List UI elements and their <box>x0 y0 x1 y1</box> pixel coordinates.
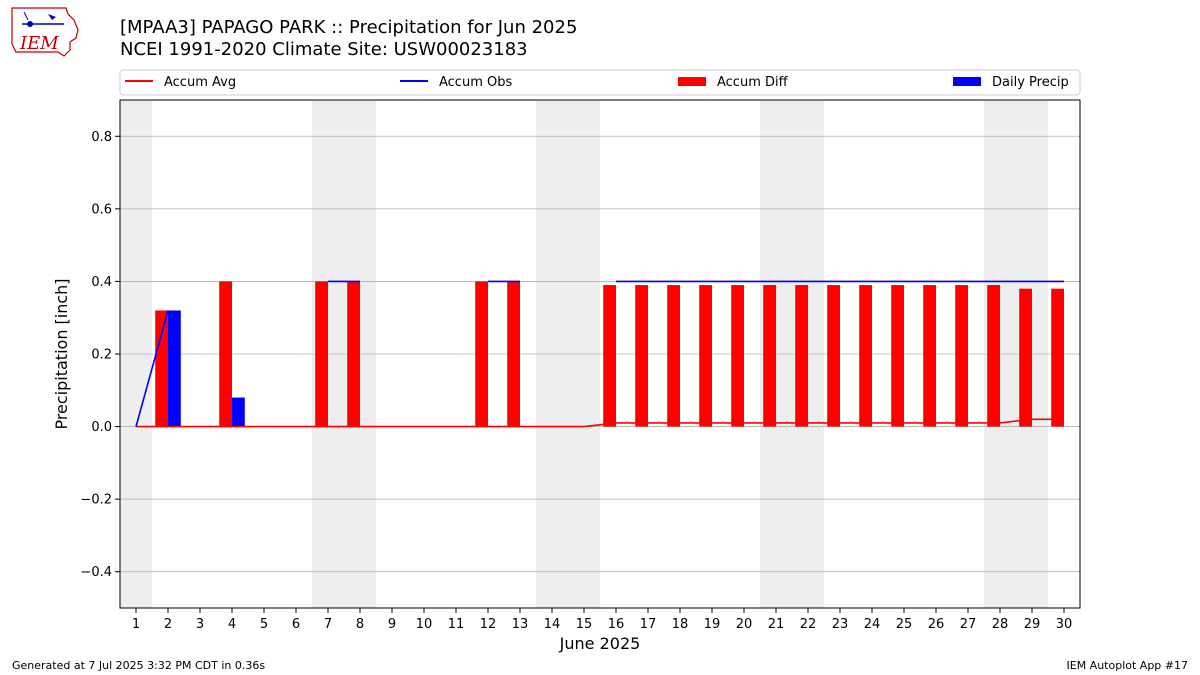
y-tick-label: 0.0 <box>91 420 112 435</box>
accum-diff-bar <box>1051 288 1064 427</box>
accum-diff-bar <box>763 285 776 427</box>
accum-diff-bar <box>731 285 744 427</box>
line-series <box>135 280 1064 428</box>
x-tick-label: 27 <box>960 617 977 632</box>
legend: Accum Avg Accum Obs Accum Diff Daily Precip <box>119 69 1081 96</box>
accum-diff-bar <box>987 285 1000 427</box>
x-tick-label: 12 <box>480 617 497 632</box>
x-tick-label: 30 <box>1056 617 1073 632</box>
x-tick-label: 5 <box>260 617 268 632</box>
accum-obs-line <box>135 280 1064 427</box>
x-tick-label: 1 <box>132 617 140 632</box>
grid-lines <box>120 135 1080 573</box>
x-tick-label: 24 <box>864 617 881 632</box>
x-tick-label: 18 <box>672 617 689 632</box>
y-axis: −0.4 −0.2 0.0 0.2 0.4 0.6 0.8 <box>80 130 120 580</box>
accum-diff-bar <box>603 285 616 427</box>
accum-diff-bar <box>667 285 680 427</box>
x-tick-label: 2 <box>164 617 172 632</box>
x-tick-label: 26 <box>928 617 945 632</box>
x-tick-label: 16 <box>608 617 625 632</box>
y-tick-label: 0.8 <box>91 130 112 145</box>
accum-diff-bar <box>635 285 648 427</box>
accum-diff-bar <box>475 281 488 427</box>
accum-diff-bar <box>155 310 168 427</box>
chart-title: [MPAA3] PAPAGO PARK :: Precipitation for… <box>120 17 578 38</box>
accum-diff-bar <box>347 281 360 427</box>
x-tick-label: 17 <box>640 617 657 632</box>
legend-accum-diff-swatch <box>678 77 706 86</box>
x-tick-label: 29 <box>1024 617 1041 632</box>
x-tick-label: 15 <box>576 617 593 632</box>
x-tick-label: 7 <box>324 617 332 632</box>
accum-diff-bar <box>315 281 328 427</box>
y-tick-label: 0.4 <box>91 275 112 290</box>
x-tick-label: 23 <box>832 617 849 632</box>
y-tick-label: −0.2 <box>80 493 112 508</box>
y-tick-label: 0.6 <box>91 202 112 217</box>
x-tick-label: 28 <box>992 617 1009 632</box>
x-tick-label: 9 <box>388 617 396 632</box>
x-tick-label: 13 <box>512 617 529 632</box>
accum-diff-bar <box>219 281 232 427</box>
x-tick-label: 11 <box>448 617 465 632</box>
daily-precip-bar <box>168 310 181 427</box>
accum-diff-bar <box>923 285 936 427</box>
footer-app-text: IEM Autoplot App #17 <box>1066 659 1189 672</box>
x-tick-label: 4 <box>228 617 236 632</box>
legend-daily-precip-label: Daily Precip <box>992 75 1069 90</box>
y-tick-label: 0.2 <box>91 348 112 363</box>
logo-text: IEM <box>19 33 59 54</box>
legend-daily-precip-swatch <box>953 77 981 86</box>
accum-diff-bar <box>827 285 840 427</box>
legend-accum-avg-label: Accum Avg <box>164 75 236 90</box>
iem-logo: IEM <box>11 7 79 57</box>
accum-diff-bar <box>699 285 712 427</box>
x-tick-label: 20 <box>736 617 753 632</box>
accum-diff-bar <box>507 281 520 427</box>
x-tick-label: 22 <box>800 617 817 632</box>
chart-subtitle: NCEI 1991-2020 Climate Site: USW00023183 <box>120 39 528 60</box>
legend-box <box>119 69 1081 96</box>
x-tick-label: 21 <box>768 617 785 632</box>
accum-diff-bar <box>955 285 968 427</box>
x-axis-label: June 2025 <box>559 634 641 653</box>
legend-accum-obs-label: Accum Obs <box>439 75 512 90</box>
daily-precip-bar <box>232 397 245 427</box>
x-tick-label: 19 <box>704 617 721 632</box>
accum-diff-bar <box>1019 288 1032 427</box>
accum-diff-bar <box>795 285 808 427</box>
footer-generated-text: Generated at 7 Jul 2025 3:32 PM CDT in 0… <box>12 659 266 672</box>
bar-series <box>155 281 1064 427</box>
accum-diff-bar <box>891 285 904 427</box>
x-tick-label: 14 <box>544 617 561 632</box>
x-tick-label: 25 <box>896 617 913 632</box>
x-tick-label: 6 <box>292 617 300 632</box>
x-axis: 1 2 3 4 5 6 7 8 9 10 11 12 13 14 15 16 17 18 19 20 21 22 23 24 2… <box>132 608 1072 632</box>
legend-accum-diff-label: Accum Diff <box>717 75 789 90</box>
y-tick-label: −0.4 <box>80 565 112 580</box>
y-axis-label: Precipitation [inch] <box>52 278 71 429</box>
x-tick-label: 3 <box>196 617 204 632</box>
accum-diff-bar <box>859 285 872 427</box>
accum-avg-line <box>136 418 1064 428</box>
x-tick-label: 10 <box>416 617 433 632</box>
x-tick-label: 8 <box>356 617 364 632</box>
